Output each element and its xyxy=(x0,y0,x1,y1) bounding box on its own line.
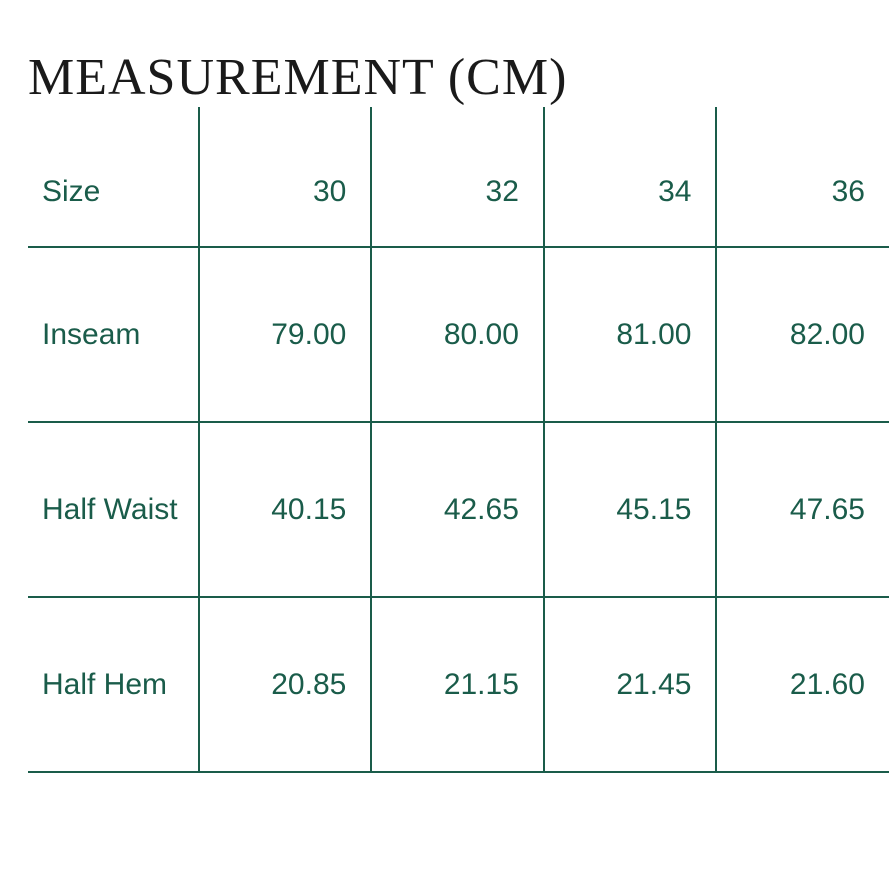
table-header-row: Size 30 32 34 36 xyxy=(28,137,889,247)
spacer-row xyxy=(28,107,889,137)
column-header-size: 34 xyxy=(544,137,717,247)
table-cell: 45.15 xyxy=(544,422,717,597)
measurement-table: Size 30 32 34 36 Inseam 79.00 80.00 81.0… xyxy=(28,107,889,773)
column-header-size: 36 xyxy=(716,137,889,247)
table-cell: 20.85 xyxy=(199,597,372,772)
table-cell: 21.60 xyxy=(716,597,889,772)
row-label: Half Waist xyxy=(28,422,199,597)
table-cell: 21.15 xyxy=(371,597,544,772)
column-header-size: 32 xyxy=(371,137,544,247)
table-cell: 47.65 xyxy=(716,422,889,597)
table-cell: 79.00 xyxy=(199,247,372,422)
measurement-chart: MEASUREMENT (CM) Size 30 32 34 36 xyxy=(0,0,889,773)
table-row: Half Waist 40.15 42.65 45.15 47.65 xyxy=(28,422,889,597)
table-cell: 21.45 xyxy=(544,597,717,772)
table-cell: 82.00 xyxy=(716,247,889,422)
table-row: Half Hem 20.85 21.15 21.45 21.60 xyxy=(28,597,889,772)
table-cell: 40.15 xyxy=(199,422,372,597)
page-title: MEASUREMENT (CM) xyxy=(28,48,889,107)
table-cell: 42.65 xyxy=(371,422,544,597)
row-label: Inseam xyxy=(28,247,199,422)
table-cell: 81.00 xyxy=(544,247,717,422)
table-wrapper: Size 30 32 34 36 Inseam 79.00 80.00 81.0… xyxy=(28,107,889,773)
row-label: Half Hem xyxy=(28,597,199,772)
column-header-size: 30 xyxy=(199,137,372,247)
table-row: Inseam 79.00 80.00 81.00 82.00 xyxy=(28,247,889,422)
table-cell: 80.00 xyxy=(371,247,544,422)
column-header-label: Size xyxy=(28,137,199,247)
